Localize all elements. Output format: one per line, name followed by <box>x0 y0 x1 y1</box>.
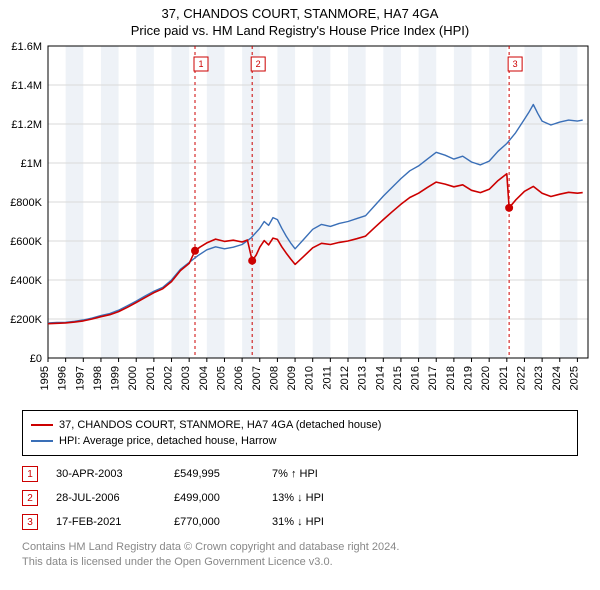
svg-text:2017: 2017 <box>427 366 439 390</box>
event-hpi-relation: 7% ↑ HPI <box>272 468 392 480</box>
svg-text:1996: 1996 <box>57 366 69 390</box>
svg-text:2014: 2014 <box>374 366 386 390</box>
svg-text:2008: 2008 <box>268 366 280 390</box>
event-date: 30-APR-2003 <box>56 468 156 480</box>
event-row: 3 17-FEB-2021 £770,000 31% ↓ HPI <box>22 510 578 534</box>
chart-titles: 37, CHANDOS COURT, STANMORE, HA7 4GA Pri… <box>0 0 600 42</box>
svg-text:2021: 2021 <box>498 366 510 390</box>
event-marker-icon: 3 <box>22 514 38 530</box>
svg-text:2015: 2015 <box>392 366 404 390</box>
svg-text:2016: 2016 <box>410 366 422 390</box>
svg-text:1999: 1999 <box>110 366 122 390</box>
svg-text:2019: 2019 <box>463 366 475 390</box>
svg-text:2000: 2000 <box>127 366 139 390</box>
svg-text:£800K: £800K <box>10 197 42 209</box>
svg-text:2005: 2005 <box>215 366 227 390</box>
svg-text:2023: 2023 <box>533 366 545 390</box>
legend-swatch <box>31 440 53 442</box>
price-chart: £0 £200K £400K £600K £800K £1M £1.2M £1.4M £1.6M… <box>0 42 600 402</box>
svg-text:1995: 1995 <box>39 366 51 390</box>
legend-item: HPI: Average price, detached house, Harr… <box>31 433 569 449</box>
svg-text:2003: 2003 <box>180 366 192 390</box>
event-row: 2 28-JUL-2006 £499,000 13% ↓ HPI <box>22 486 578 510</box>
svg-text:1998: 1998 <box>92 366 104 390</box>
event-price: £499,000 <box>174 492 254 504</box>
svg-text:2010: 2010 <box>304 366 316 390</box>
legend-label: HPI: Average price, detached house, Harr… <box>59 433 276 449</box>
event-price: £770,000 <box>174 516 254 528</box>
svg-text:2007: 2007 <box>251 366 263 390</box>
event-hpi-relation: 31% ↓ HPI <box>272 516 392 528</box>
svg-text:2012: 2012 <box>339 366 351 390</box>
svg-text:£1.4M: £1.4M <box>11 80 42 92</box>
event-table: 1 30-APR-2003 £549,995 7% ↑ HPI 2 28-JUL… <box>22 462 578 534</box>
event-price: £549,995 <box>174 468 254 480</box>
legend: 37, CHANDOS COURT, STANMORE, HA7 4GA (de… <box>22 410 578 456</box>
svg-text:2009: 2009 <box>286 366 298 390</box>
svg-text:£1.2M: £1.2M <box>11 119 42 131</box>
svg-text:2004: 2004 <box>198 366 210 390</box>
event-hpi-relation: 13% ↓ HPI <box>272 492 392 504</box>
legend-label: 37, CHANDOS COURT, STANMORE, HA7 4GA (de… <box>59 417 381 433</box>
svg-text:£0: £0 <box>30 353 42 365</box>
svg-text:1: 1 <box>198 59 203 69</box>
svg-text:3: 3 <box>513 59 518 69</box>
svg-text:£600K: £600K <box>10 236 42 248</box>
chart-canvas: £0 £200K £400K £600K £800K £1M £1.2M £1.4M £1.6M… <box>0 42 600 402</box>
svg-text:£1M: £1M <box>21 158 42 170</box>
event-marker-icon: 1 <box>22 466 38 482</box>
svg-text:£400K: £400K <box>10 275 42 287</box>
svg-text:2020: 2020 <box>480 366 492 390</box>
footnote-line: Contains HM Land Registry data © Crown c… <box>22 540 578 555</box>
svg-text:2011: 2011 <box>321 366 333 390</box>
svg-text:2: 2 <box>256 59 261 69</box>
legend-swatch <box>31 424 53 426</box>
svg-text:2001: 2001 <box>145 366 157 390</box>
footnote-line: This data is licensed under the Open Gov… <box>22 555 578 570</box>
svg-text:2018: 2018 <box>445 366 457 390</box>
svg-text:2025: 2025 <box>568 366 580 390</box>
svg-text:2013: 2013 <box>357 366 369 390</box>
chart-title: 37, CHANDOS COURT, STANMORE, HA7 4GA <box>10 6 590 21</box>
svg-text:1997: 1997 <box>74 366 86 390</box>
event-row: 1 30-APR-2003 £549,995 7% ↑ HPI <box>22 462 578 486</box>
event-date: 28-JUL-2006 <box>56 492 156 504</box>
svg-text:£1.6M: £1.6M <box>11 42 42 53</box>
footnote: Contains HM Land Registry data © Crown c… <box>22 540 578 570</box>
event-marker-icon: 2 <box>22 490 38 506</box>
svg-text:2006: 2006 <box>233 366 245 390</box>
svg-text:2022: 2022 <box>515 366 527 390</box>
svg-text:£200K: £200K <box>10 314 42 326</box>
svg-text:2024: 2024 <box>551 366 563 390</box>
svg-text:2002: 2002 <box>163 366 175 390</box>
event-date: 17-FEB-2021 <box>56 516 156 528</box>
chart-subtitle: Price paid vs. HM Land Registry's House … <box>10 23 590 38</box>
legend-item: 37, CHANDOS COURT, STANMORE, HA7 4GA (de… <box>31 417 569 433</box>
